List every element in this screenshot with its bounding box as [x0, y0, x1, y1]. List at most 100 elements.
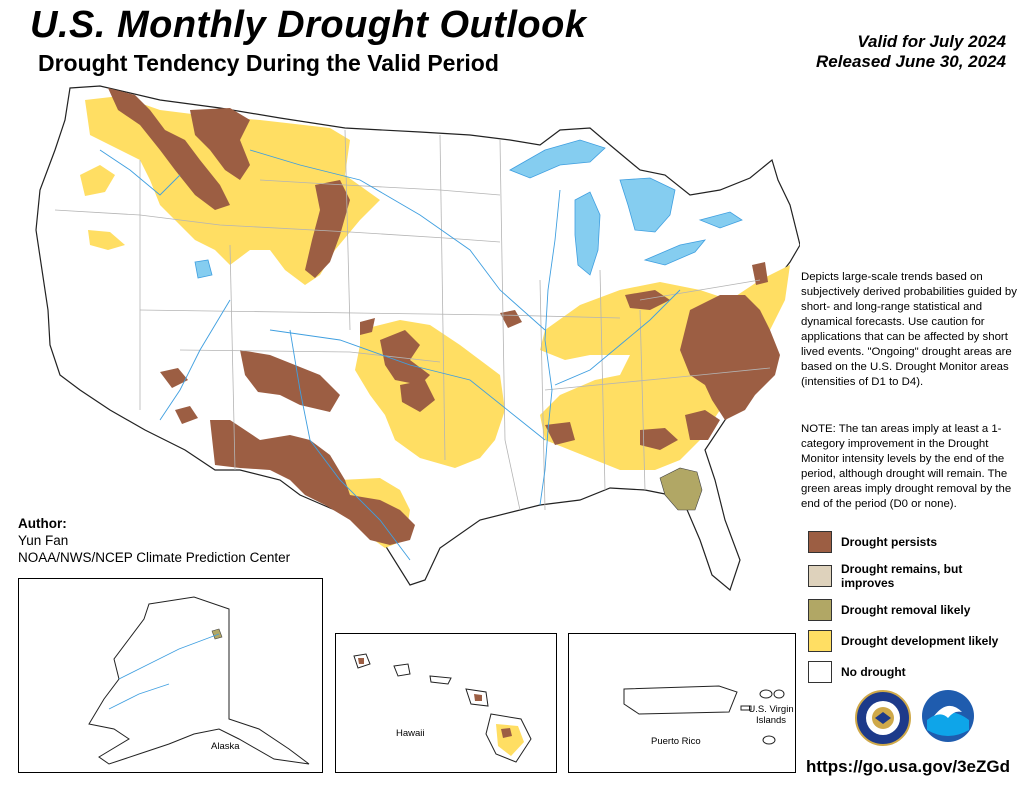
- st-thomas: [759, 689, 773, 699]
- border-line: [599, 269, 606, 491]
- border-line: [344, 129, 351, 331]
- hawaii-inset: Hawaii: [335, 633, 557, 773]
- hawaii-label: Hawaii: [396, 728, 425, 739]
- hawaii-brown: [501, 728, 512, 738]
- released-text: Released June 30, 2024: [816, 52, 1006, 71]
- legend-label: Drought persists: [841, 535, 938, 549]
- southwest-brown: [240, 350, 340, 412]
- legend-swatch: [808, 599, 832, 621]
- border-line: [179, 349, 441, 363]
- page-subtitle: Drought Tendency During the Valid Period: [38, 50, 499, 76]
- legend-swatch: [808, 531, 832, 553]
- alaska-drought-spot: [211, 628, 223, 640]
- maui-brown: [474, 694, 482, 701]
- alaska-label: Alaska: [211, 741, 240, 752]
- kansas-brown: [360, 318, 375, 335]
- map-note: NOTE: The tan areas imply at least a 1-c…: [801, 423, 1012, 510]
- legend-item-development: Drought development likely: [808, 630, 1023, 652]
- alaska-map: [88, 596, 310, 765]
- molokai: [429, 675, 452, 685]
- lake-michigan: [574, 191, 601, 276]
- legend-item-persists: Drought persists: [808, 531, 1023, 553]
- legend-label: No drought: [841, 665, 906, 679]
- arizona-brown-1: [160, 368, 188, 388]
- puerto-rico-inset: Puerto Rico U.S. Virgin Islands: [568, 633, 796, 773]
- legend-item-removal: Drought removal likely: [808, 599, 1023, 621]
- arizona-brown-2: [175, 406, 198, 424]
- doc-seal-logo: [855, 690, 911, 746]
- border-line: [539, 279, 546, 511]
- tn-brown: [640, 428, 678, 450]
- ohio-brown: [625, 290, 670, 310]
- mississippi-river: [539, 189, 561, 506]
- wy-brown: [305, 180, 350, 278]
- legend-item-no-drought: No drought: [808, 661, 1023, 683]
- great-lakes: [194, 139, 743, 279]
- virgin-islands-label: U.S. Virgin Islands: [748, 704, 794, 726]
- legend-swatch: [808, 565, 832, 587]
- border-line: [259, 179, 501, 196]
- legend-item-improves: Drought remains, but improves: [808, 562, 1023, 590]
- legend-label: Drought development likely: [841, 634, 999, 648]
- puerto-rico-label: Puerto Rico: [651, 736, 701, 747]
- border-line: [439, 134, 446, 461]
- iowa-brown: [500, 310, 522, 328]
- border-line: [139, 309, 621, 319]
- author-org: NOAA/NWS/NCEP Climate Prediction Center: [18, 550, 291, 565]
- ohio-river: [554, 289, 681, 386]
- drought-persists-areas: [108, 88, 780, 545]
- ny-brown: [752, 262, 768, 285]
- st-john: [773, 689, 785, 699]
- alaska-outline: [88, 596, 310, 765]
- border-line: [499, 139, 521, 511]
- ms-brown: [545, 422, 575, 445]
- montana-brown: [190, 108, 250, 180]
- valid-for-text: Valid for July 2024: [857, 32, 1006, 51]
- rio-grande: [289, 329, 411, 561]
- virgin-islands: [759, 689, 785, 745]
- alaska-rivers: [108, 633, 220, 710]
- rivers: [99, 149, 681, 561]
- source-url[interactable]: https://go.usa.gov/3eZGd: [805, 757, 1010, 776]
- conus-map: [35, 85, 800, 592]
- georgia-olive: [659, 467, 703, 511]
- ok-brown-2: [400, 380, 435, 412]
- author-name: Yun Fan: [18, 533, 69, 548]
- border-line: [229, 244, 236, 471]
- mid-atlantic-brown: [680, 295, 780, 420]
- state-borders: [54, 129, 771, 511]
- border-line: [639, 279, 761, 301]
- legend-label: Drought removal likely: [841, 603, 971, 617]
- kuskokwim-river: [108, 683, 170, 710]
- kauai-brown: [358, 658, 364, 664]
- columbia-river: [99, 149, 181, 196]
- hawaii-drought: [358, 658, 524, 756]
- noaa-logo: [922, 690, 974, 742]
- puerto-rico-outline: [623, 685, 738, 715]
- oklahoma-brown: [380, 330, 430, 385]
- drought-removal-areas: [659, 467, 703, 511]
- hawaii-map: [353, 653, 532, 763]
- border-line: [544, 367, 771, 391]
- new-mexico-texas-brown: [210, 420, 415, 545]
- vieques: [740, 705, 752, 711]
- lake-ontario: [698, 211, 743, 229]
- north-rockies-brown: [108, 88, 230, 210]
- legend-swatch: [808, 630, 832, 652]
- arkansas-river: [269, 329, 546, 441]
- eagle-icon: [866, 701, 900, 735]
- great-salt-lake: [194, 259, 213, 279]
- oahu: [393, 663, 411, 677]
- map-description: Depicts large-scale trends based on subj…: [801, 271, 1017, 388]
- legend-swatch: [808, 661, 832, 683]
- nv-yellow: [88, 230, 125, 250]
- yukon-river: [118, 633, 220, 680]
- legend: Drought persists Drought remains, but im…: [808, 531, 1023, 692]
- alaska-inset: Alaska: [18, 578, 323, 773]
- puerto-rico-map: [623, 685, 785, 745]
- st-croix: [762, 735, 776, 745]
- page-title: U.S. Monthly Drought Outlook: [30, 4, 587, 46]
- oregon-yellow: [80, 165, 115, 196]
- legend-label: Drought remains, but improves: [841, 562, 963, 590]
- author-block: Author: Yun Fan NOAA/NWS/NCEP Climate Pr…: [18, 515, 290, 566]
